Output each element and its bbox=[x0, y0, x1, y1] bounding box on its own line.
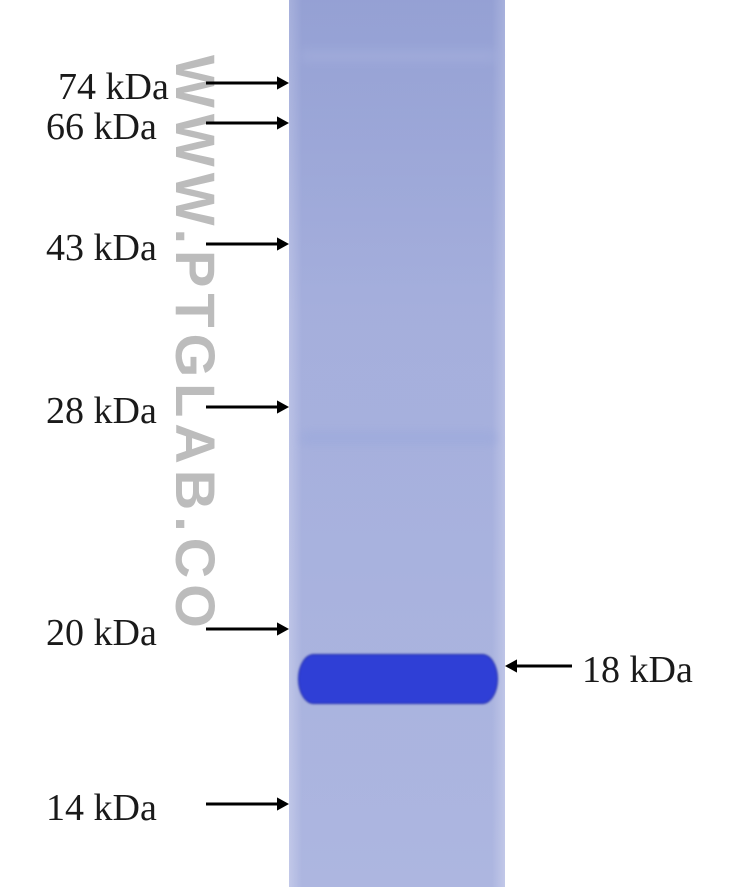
marker-label-left: 66 kDa bbox=[46, 105, 157, 149]
marker-label-left: 74 kDa bbox=[58, 65, 169, 109]
marker-label-left: 28 kDa bbox=[46, 389, 157, 433]
watermark-text: WWW.PTGLAB.CO bbox=[163, 55, 228, 634]
arrow-right-icon bbox=[206, 111, 289, 135]
marker-label-left: 14 kDa bbox=[46, 786, 157, 830]
arrow-right-icon bbox=[206, 792, 289, 816]
marker-label-left: 20 kDa bbox=[46, 611, 157, 655]
gel-band bbox=[300, 430, 497, 446]
marker-label-right: 18 kDa bbox=[582, 648, 693, 692]
gel-band bbox=[300, 50, 497, 62]
arrow-left-icon bbox=[505, 654, 572, 678]
gel-band bbox=[298, 654, 498, 704]
arrow-right-icon bbox=[206, 71, 289, 95]
arrow-right-icon bbox=[206, 232, 289, 256]
arrow-right-icon bbox=[206, 395, 289, 419]
arrow-right-icon bbox=[206, 617, 289, 641]
marker-label-left: 43 kDa bbox=[46, 226, 157, 270]
gel-image: WWW.PTGLAB.CO74 kDa66 kDa 43 kDa 28 kDa 20 … bbox=[0, 0, 740, 887]
